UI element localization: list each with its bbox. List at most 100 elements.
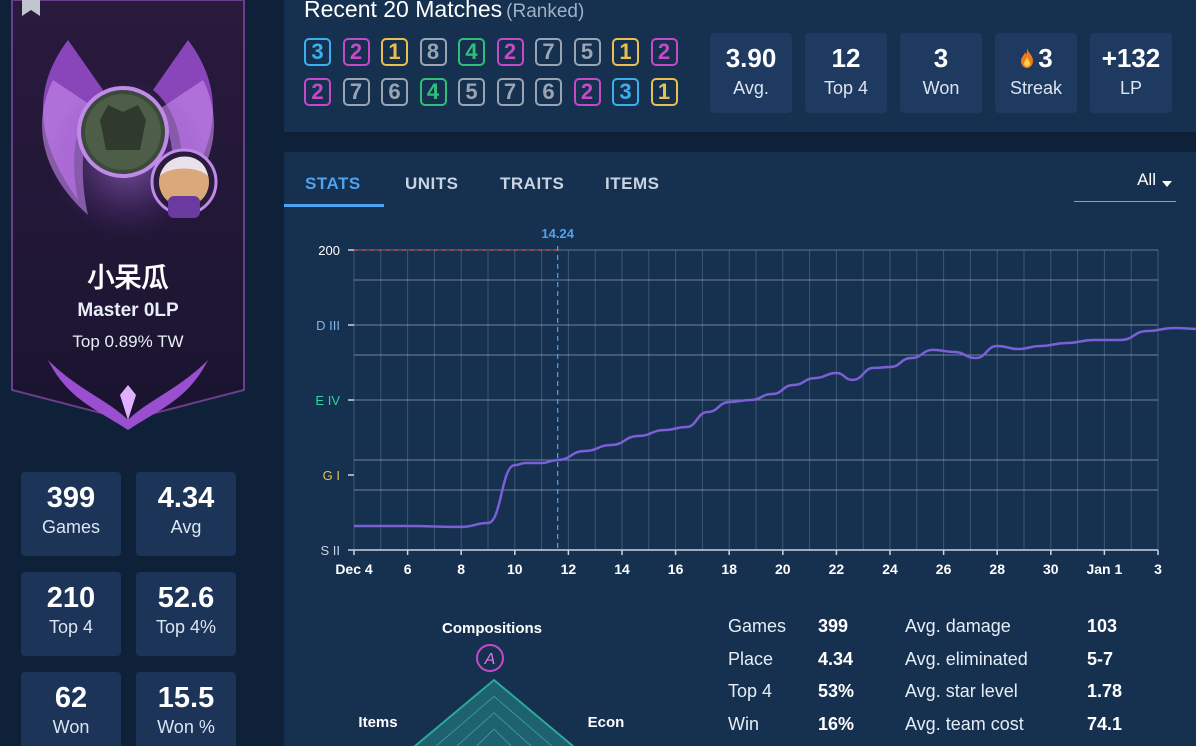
recent-won-label: Won [922, 78, 960, 98]
grade-badge [476, 644, 504, 672]
average-stat-label: Avg. eliminated [905, 648, 1028, 669]
x-tick-label: 14 [614, 561, 630, 577]
placement-badge[interactable]: 8 [419, 38, 447, 66]
placement-badge[interactable]: 3 [612, 78, 639, 106]
placement-badge[interactable]: 5 [458, 78, 485, 106]
top4-value: 210 [46, 582, 96, 614]
fire-icon [1021, 48, 1034, 68]
average-stat-value: 5-7 [1087, 648, 1114, 669]
summary-stat-value: 399 [818, 616, 849, 636]
won-percent-value: 15.5 [157, 682, 215, 714]
summary-stat-value: 16% [818, 713, 855, 734]
won-tile: 62 Won [21, 672, 121, 746]
average-stat-value: 74.1 [1087, 713, 1123, 734]
won-value: 62 [54, 682, 88, 714]
summary-stat-label: Top 4 [728, 681, 773, 701]
placement-badge[interactable]: 2 [573, 78, 601, 106]
tab-units[interactable]: UNITS [405, 174, 459, 193]
chart-marker: 14.24 [354, 226, 575, 550]
x-tick-label: 24 [882, 561, 898, 577]
average-stat-label: Avg. team cost [905, 713, 1024, 734]
placement-badge[interactable]: 2 [342, 38, 370, 66]
placement-badge[interactable]: 7 [342, 78, 370, 106]
lp-line [354, 326, 1196, 529]
summary-stat-label: Win [728, 713, 759, 734]
placement-badge[interactable]: 1 [612, 38, 639, 66]
recent-won-value: 3 [933, 43, 949, 73]
won-percent-tile: 15.5 Won % [136, 672, 236, 746]
summary-stat-value: 4.34 [818, 648, 854, 669]
average-stat-label: Avg. star level [905, 681, 1018, 701]
recent-matches-subtitle: (Ranked) [506, 1, 585, 22]
summary-stat-row: Place 4.34 [728, 649, 853, 670]
lp-gain-value: +132 [1101, 43, 1161, 73]
x-tick-label: 3 [1154, 561, 1162, 577]
streak-number: 3 [1038, 43, 1053, 73]
won-percent-label: Won % [157, 717, 215, 737]
x-tick-label: 16 [668, 561, 684, 577]
summary-stat-row: Games 399 [728, 616, 848, 637]
x-tick-label: 20 [775, 561, 791, 577]
x-tick-label: 26 [936, 561, 952, 577]
average-stat-row: Avg. eliminated 5-7 [905, 648, 1113, 670]
placement-badge[interactable]: 1 [381, 38, 408, 66]
caret-down-icon [1162, 181, 1172, 187]
radar-ring [435, 695, 553, 746]
average-stat-row: Avg. team cost 74.1 [905, 713, 1122, 735]
placement-badge[interactable]: 2 [304, 78, 331, 106]
marker-label: 14.24 [541, 226, 574, 241]
summary-stat-label: Games [728, 616, 787, 636]
tab-stats[interactable]: STATS [305, 174, 361, 193]
tab-items[interactable]: ITEMS [605, 174, 660, 193]
y-tick-label: S II [320, 543, 340, 558]
streak-value: 3 [995, 43, 1077, 74]
x-tick-label: 18 [721, 561, 737, 577]
recent-matches-title: Recent 20 Matches (Ranked) [304, 0, 584, 23]
placement-badge[interactable]: 2 [650, 38, 678, 66]
x-tick-label: Dec 4 [335, 561, 373, 577]
average-stat-value: 103 [1087, 616, 1118, 636]
placement-badge[interactable]: 4 [458, 38, 485, 66]
placement-badge[interactable]: 1 [650, 78, 678, 106]
top4-percent-tile: 52.6 Top 4% [136, 572, 236, 656]
filter-dropdown[interactable]: All [1074, 170, 1176, 202]
avg-placement-label: Avg. [733, 78, 769, 98]
ladder-rank-text: Top 0.89% TW [72, 332, 184, 351]
x-tick-label: 10 [507, 561, 523, 577]
stats-panel: STATS UNITS TRAITS ITEMS All 200 D III E I… [284, 152, 1196, 746]
summary-stat-value: 53% [818, 681, 855, 701]
radar-label-compositions: Compositions [442, 620, 542, 637]
placement-badge[interactable]: 6 [535, 78, 562, 106]
avg-placement-tile: 3.90 Avg. [710, 33, 792, 113]
recent-top4-label: Top 4 [823, 78, 869, 98]
radar-label-econ: Econ [588, 714, 625, 731]
bookmark-icon [22, 0, 40, 16]
placement-badge[interactable]: 5 [573, 38, 601, 66]
avg-value: 4.34 [157, 482, 215, 514]
recent-won-tile: 3 Won [900, 33, 982, 113]
y-tick-label: E IV [315, 393, 340, 408]
placement-badge[interactable]: 4 [419, 78, 447, 106]
placement-badge[interactable]: 3 [304, 38, 331, 66]
top4-percent-label: Top 4% [155, 617, 217, 637]
games-tile: 399 Games [21, 472, 121, 556]
placement-badge[interactable]: 2 [496, 38, 524, 66]
placement-badge[interactable]: 7 [496, 78, 524, 106]
placement-badge[interactable]: 7 [535, 38, 562, 66]
recent-matches-heading: Recent 20 Matches [304, 0, 503, 22]
placement-badge[interactable]: 6 [381, 78, 408, 106]
avg-tile: 4.34 Avg [136, 472, 236, 556]
tab-traits[interactable]: TRAITS [500, 174, 565, 193]
active-tab-indicator [284, 204, 384, 207]
lp-history-chart: 200 D III E IV G I S II Dec 4 6 8 10 12 14 16 18 20 2… [315, 226, 1196, 577]
streak-tile: 3 Streak [995, 33, 1077, 113]
rank-emblem [11, 0, 245, 430]
summary-stat-row: Win 16% [728, 713, 854, 735]
radar-shapes [413, 678, 575, 746]
y-tick-label: G I [323, 468, 340, 483]
y-tick-label: D III [316, 318, 340, 333]
rank-text: Master 0LP [77, 300, 179, 321]
grade-letter: A [484, 651, 496, 668]
chart-grid [353, 249, 1159, 551]
